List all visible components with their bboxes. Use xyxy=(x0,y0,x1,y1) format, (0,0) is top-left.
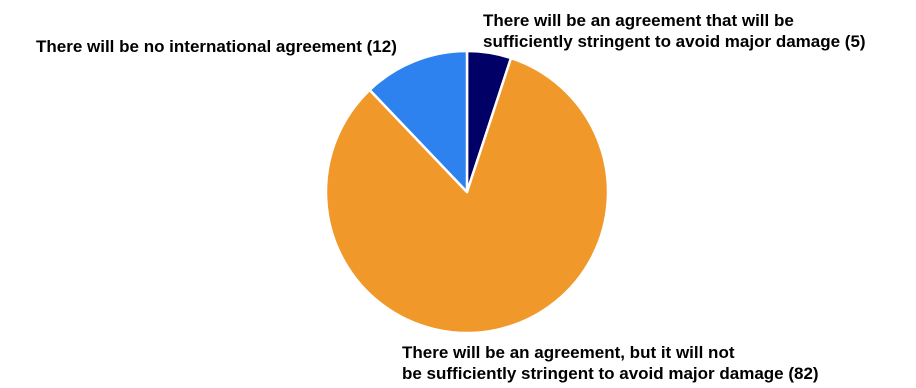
slice-label-line: There will be an agreement that will be xyxy=(483,11,794,30)
slice-label-line: There will be an agreement, but it will … xyxy=(402,343,735,362)
slice-label-line: sufficiently stringent to avoid major da… xyxy=(483,32,866,51)
slice-label-agreement-sufficient: There will be an agreement that will be … xyxy=(483,10,866,52)
slice-label-no-agreement: There will be no international agreement… xyxy=(36,36,397,57)
pie-slice-agreement-insufficient xyxy=(324,56,610,335)
slice-label-agreement-insufficient: There will be an agreement, but it will … xyxy=(402,342,819,384)
slice-label-line: be sufficiently stringent to avoid major… xyxy=(402,364,819,383)
pie-slice-no-agreement xyxy=(368,49,469,194)
slice-label-line: There will be no international agreement… xyxy=(36,37,397,56)
